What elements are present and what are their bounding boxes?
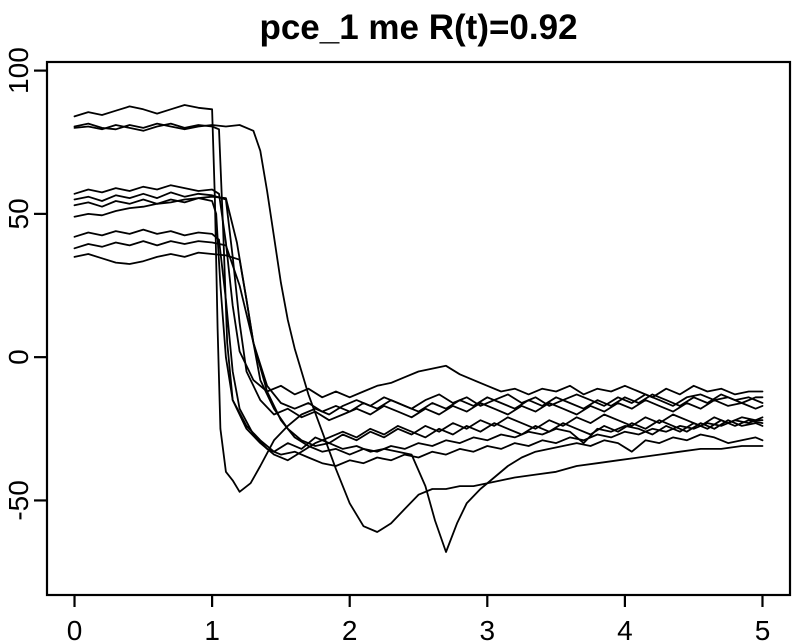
x-tick-label: 1 (204, 615, 220, 643)
trace-8 (73, 228, 764, 467)
trace-4 (73, 184, 764, 399)
trace-2 (73, 122, 764, 453)
plot-box (45, 60, 792, 597)
trace-10 (73, 251, 764, 553)
x-tick-label: 3 (480, 615, 496, 643)
chart-title: pce_1 me R(t)=0.92 (259, 8, 578, 47)
x-tick-label: 4 (617, 615, 633, 643)
y-tick-label: 100 (3, 47, 34, 94)
trace-3 (73, 122, 764, 533)
x-tick-label: 0 (67, 615, 83, 643)
x-tick-label: 5 (755, 615, 771, 643)
trace-5 (73, 191, 764, 422)
trace-7 (73, 195, 764, 413)
y-tick-label: -50 (3, 480, 34, 520)
y-tick-label: 50 (3, 198, 34, 229)
trace-9 (73, 240, 764, 456)
trace-6 (73, 197, 764, 462)
y-tick-label: 0 (3, 349, 34, 365)
x-tick-label: 2 (342, 615, 358, 643)
